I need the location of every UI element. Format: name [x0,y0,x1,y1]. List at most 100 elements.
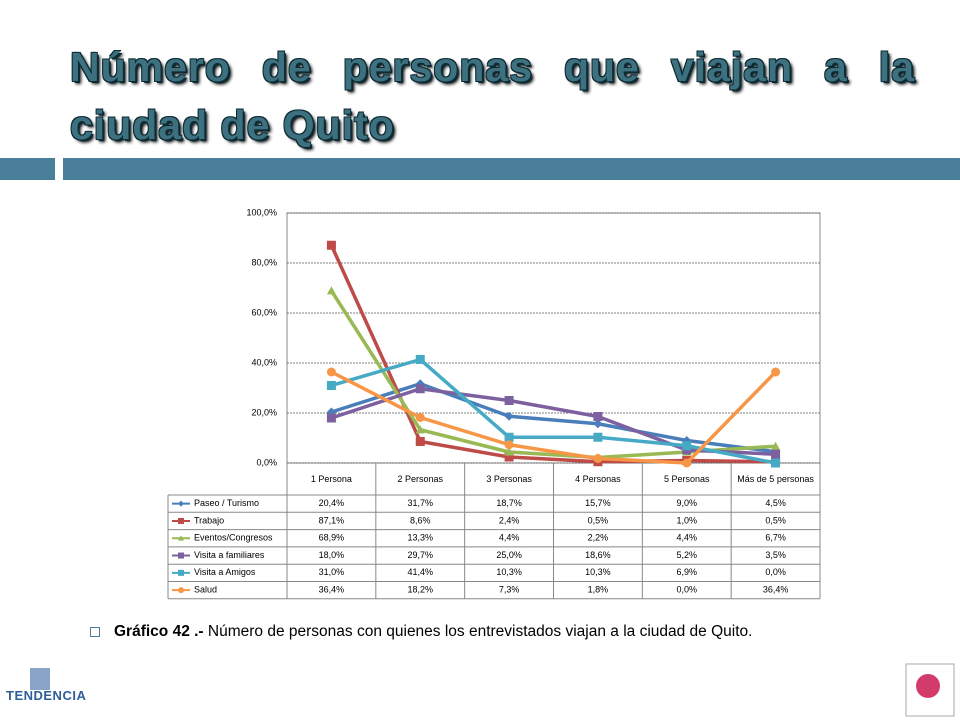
x-tick-label: 1 Persona [310,473,352,484]
y-tick-label: 100,0% [246,207,277,217]
data-label: 18,7% [496,498,522,508]
caption-label: Gráfico 42 .- [114,623,204,640]
marker [415,437,425,446]
legend-label: Trabajo [194,515,224,525]
data-label: 15,7% [585,498,611,508]
data-label: 4,4% [676,533,697,543]
data-label: 7,3% [499,585,520,595]
data-label: 0,5% [588,515,609,525]
data-label: 5,2% [676,550,697,560]
legend-label: Paseo / Turismo [194,498,259,508]
series-line [329,289,776,460]
marker [504,432,514,442]
marker [415,355,425,364]
data-label: 36,4% [763,585,789,595]
bullet [90,626,100,637]
series-line [329,244,776,464]
data-label: 6,7% [765,533,786,543]
marker [415,384,425,394]
marker [593,412,603,421]
data-label: 29,7% [407,550,433,560]
y-tick-label: 0,0% [256,457,277,467]
data-label: 18,2% [407,585,433,595]
data-label: 36,4% [319,585,345,595]
marker [682,458,692,468]
logo-text: TENDENCIA [6,688,87,703]
marker [504,447,514,456]
legend-label: Visita a familiares [194,550,265,560]
data-label: 1,8% [588,585,609,595]
data-label: 6,9% [676,567,697,577]
x-tick-label: 4 Personas [575,473,621,484]
right-logo [905,663,955,717]
title-bar-block [0,158,55,180]
legend-marker [178,535,184,541]
legend-marker [178,569,184,576]
x-tick-label-box: 4 Personas [575,473,621,484]
legend-label: Eventos/Congresos [194,533,273,543]
marker [326,286,336,295]
x-tick-label-box: 5 Personas [663,473,710,484]
right-logo-mark [916,674,940,698]
data-label: 2,2% [588,533,609,543]
plot-area [286,212,821,464]
x-tick-label-box: 2 Personas [397,473,444,484]
data-label: 1,0% [676,515,697,525]
data-label: 0,0% [676,585,697,595]
marker [504,396,514,405]
logo-icon [30,668,50,690]
marker [771,449,781,459]
y-tick-label: 80,0% [251,257,277,267]
x-tick-label: 5 Personas [663,473,710,484]
data-label: 0,5% [765,515,786,525]
y-tick-label: 40,0% [251,357,277,367]
data-label: 31,0% [319,567,345,577]
data-label: 2,4% [499,515,520,525]
x-tick-label-box: 1 Persona [310,473,352,484]
marker [326,381,336,390]
series-line [330,357,776,465]
title-bar [63,158,960,180]
x-tick-label: 2 Personas [397,473,444,484]
series-line [330,387,776,456]
marker [593,454,603,463]
data-label: 18,6% [585,550,611,560]
legend-marker [178,500,184,507]
data-label: 87,1% [319,515,345,525]
data-label: 31,7% [407,498,433,508]
data-label: 13,3% [407,533,433,543]
data-label: 3,5% [765,550,786,560]
marker [504,440,514,450]
data-label: 4,5% [765,498,786,508]
marker [415,425,425,434]
marker [504,452,514,462]
data-label: 18,0% [319,550,345,560]
marker [504,411,514,421]
x-tick-label-box: Más de 5 personas [737,473,814,484]
caption-text: Número de personas con quienes los entre… [207,623,753,640]
marker [771,458,781,468]
x-tick-label: Más de 5 personas [737,473,814,484]
y-tick-label: 20,0% [251,407,277,417]
series-line [330,370,777,465]
y-tick-label: 60,0% [251,307,277,317]
marker [326,240,336,250]
marker [593,419,603,429]
data-label: 41,4% [407,567,433,577]
marker [326,413,336,423]
marker [593,432,603,442]
data-label: 20,4% [319,498,345,508]
marker [771,441,781,450]
marker [771,367,781,377]
legend-label: Visita a Amigos [194,567,256,577]
data-label: 68,9% [319,533,345,543]
data-label: 10,3% [585,567,611,577]
x-tick-label: 3 Personas [486,473,532,484]
data-label: 8,6% [410,515,431,525]
legend-marker [178,517,184,524]
data-label: 0,0% [765,567,786,577]
legend-label: Salud [194,585,217,595]
x-tick-label-box: 3 Personas [486,473,532,484]
